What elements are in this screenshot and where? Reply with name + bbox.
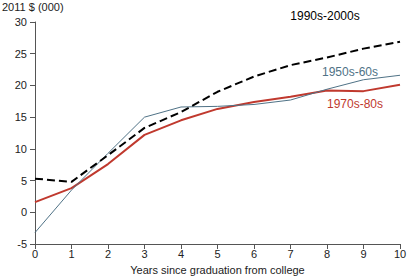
svg-text:0: 0 <box>32 248 38 260</box>
svg-text:8: 8 <box>324 248 330 260</box>
svg-text:1990s-2000s: 1990s-2000s <box>290 9 359 23</box>
svg-text:5: 5 <box>214 248 220 260</box>
svg-text:25: 25 <box>15 48 27 60</box>
svg-text:10: 10 <box>15 143 27 155</box>
svg-text:20: 20 <box>15 79 27 91</box>
svg-text:3: 3 <box>141 248 147 260</box>
svg-text:9: 9 <box>360 248 366 260</box>
svg-text:30: 30 <box>15 16 27 28</box>
svg-text:2: 2 <box>105 248 111 260</box>
svg-text:Years since graduation from co: Years since graduation from college <box>130 264 304 276</box>
svg-text:5: 5 <box>21 175 27 187</box>
svg-text:2011 $ (000): 2011 $ (000) <box>2 1 64 13</box>
svg-text:-5: -5 <box>17 238 27 250</box>
svg-text:15: 15 <box>15 111 27 123</box>
svg-text:1950s-60s: 1950s-60s <box>322 65 378 79</box>
svg-text:0: 0 <box>21 206 27 218</box>
svg-text:10: 10 <box>394 248 406 260</box>
svg-text:1: 1 <box>68 248 74 260</box>
svg-text:4: 4 <box>178 248 184 260</box>
svg-text:6: 6 <box>251 248 257 260</box>
svg-text:7: 7 <box>287 248 293 260</box>
svg-text:1970s-80s: 1970s-80s <box>327 97 383 111</box>
